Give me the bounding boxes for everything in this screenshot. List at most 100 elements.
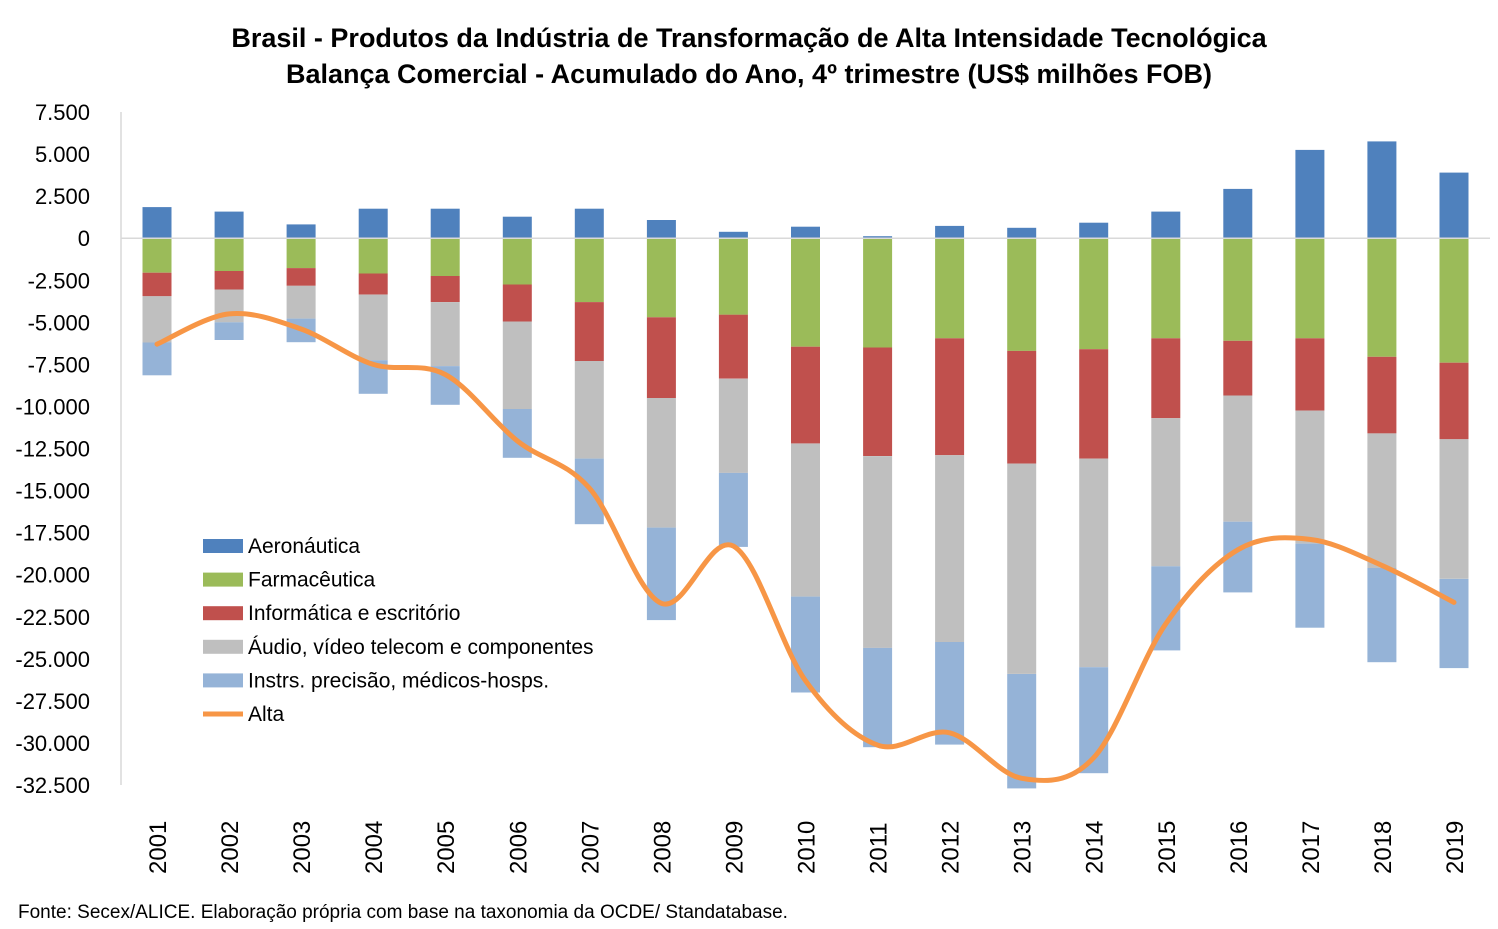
bar-farmac-utica-2005 bbox=[430, 238, 460, 277]
x-tick-label: 2008 bbox=[649, 821, 676, 874]
bar-aeron-utica-2017 bbox=[1295, 149, 1325, 239]
legend-swatch bbox=[203, 572, 243, 587]
bar-instrs-precis-o-m-dicos-hosps-2012 bbox=[935, 642, 965, 745]
bar-inform-tica-e-escrit-rio-2005 bbox=[430, 276, 460, 303]
x-tick-label: 2015 bbox=[1154, 821, 1181, 874]
bar--udio-v-deo-telecom-e-componentes-2005 bbox=[430, 302, 460, 366]
bar-aeron-utica-2014 bbox=[1079, 222, 1109, 239]
bar-farmac-utica-2015 bbox=[1151, 238, 1181, 339]
bar-instrs-precis-o-m-dicos-hosps-2008 bbox=[646, 527, 676, 621]
bar-inform-tica-e-escrit-rio-2001 bbox=[142, 272, 172, 297]
bar-farmac-utica-2007 bbox=[574, 238, 604, 303]
y-tick-label: 5.000 bbox=[35, 142, 90, 167]
bar-farmac-utica-2018 bbox=[1367, 238, 1397, 357]
bar-aeron-utica-2009 bbox=[718, 231, 748, 239]
x-tick-label: 2002 bbox=[217, 821, 244, 874]
bar--udio-v-deo-telecom-e-componentes-2009 bbox=[718, 378, 748, 473]
x-tick-label: 2005 bbox=[433, 821, 460, 874]
y-tick-label: -22.500 bbox=[15, 605, 90, 630]
bar-inform-tica-e-escrit-rio-2010 bbox=[791, 346, 820, 444]
bar-aeron-utica-2007 bbox=[574, 208, 604, 239]
bar--udio-v-deo-telecom-e-componentes-2004 bbox=[358, 294, 388, 361]
x-tick-label: 2014 bbox=[1082, 821, 1109, 874]
bar-aeron-utica-2004 bbox=[358, 208, 388, 239]
y-tick-label: 0 bbox=[78, 226, 90, 251]
x-tick-label: 2011 bbox=[866, 822, 893, 874]
bar--udio-v-deo-telecom-e-componentes-2015 bbox=[1151, 418, 1181, 567]
y-tick-label: -25.000 bbox=[15, 647, 90, 672]
y-tick-label: -15.000 bbox=[15, 479, 90, 504]
chart-title-block: Brasil - Produtos da Indústria de Transf… bbox=[0, 20, 1498, 92]
bar-instrs-precis-o-m-dicos-hosps-2002 bbox=[214, 322, 244, 340]
y-tick-label: 2.500 bbox=[35, 184, 90, 209]
bar--udio-v-deo-telecom-e-componentes-2010 bbox=[791, 443, 820, 597]
bar--udio-v-deo-telecom-e-componentes-2016 bbox=[1223, 395, 1253, 522]
legend-label: Instrs. precisão, médicos-hosps. bbox=[248, 669, 549, 692]
y-tick-label: -32.500 bbox=[15, 773, 90, 798]
bar-farmac-utica-2014 bbox=[1079, 238, 1109, 350]
bar--udio-v-deo-telecom-e-componentes-2014 bbox=[1079, 458, 1109, 668]
legend-label: Alta bbox=[248, 703, 285, 726]
y-tick-label: -10.000 bbox=[15, 394, 90, 419]
bar-inform-tica-e-escrit-rio-2014 bbox=[1079, 349, 1109, 459]
bar-inform-tica-e-escrit-rio-2003 bbox=[286, 268, 316, 286]
bar-instrs-precis-o-m-dicos-hosps-2011 bbox=[863, 647, 893, 748]
bar-aeron-utica-2013 bbox=[1007, 227, 1037, 239]
bar-farmac-utica-2016 bbox=[1223, 238, 1253, 341]
legend-label: Aeronáutica bbox=[248, 535, 360, 558]
bar-aeron-utica-2005 bbox=[430, 208, 460, 239]
bar-inform-tica-e-escrit-rio-2019 bbox=[1439, 362, 1469, 440]
bar-farmac-utica-2011 bbox=[863, 238, 893, 348]
legend: Aeronáutica Farmacêutica Informática e esc… bbox=[203, 535, 594, 726]
y-tick-label: -7.500 bbox=[28, 352, 90, 377]
legend-label: Farmacêutica bbox=[248, 569, 376, 592]
bar-aeron-utica-2006 bbox=[502, 216, 532, 239]
legend-swatch bbox=[203, 673, 243, 688]
axes-layer: 7.500 5.000 2.500 0 -2.500 -5.000 -7.500 -10.00… bbox=[15, 100, 1490, 874]
bar-inform-tica-e-escrit-rio-2007 bbox=[574, 302, 604, 361]
bar-aeron-utica-2010 bbox=[791, 226, 820, 239]
bar--udio-v-deo-telecom-e-componentes-2007 bbox=[574, 361, 604, 459]
x-tick-label: 2012 bbox=[938, 821, 965, 874]
y-tick-label: -17.500 bbox=[15, 521, 90, 546]
x-tick-label: 2010 bbox=[794, 821, 821, 874]
bar--udio-v-deo-telecom-e-componentes-2018 bbox=[1367, 433, 1397, 568]
y-tick-label: -27.500 bbox=[15, 689, 90, 714]
x-tick-label: 2016 bbox=[1226, 821, 1253, 874]
bar-aeron-utica-2011 bbox=[863, 236, 893, 239]
line-series-alta bbox=[154, 310, 1457, 784]
bar-instrs-precis-o-m-dicos-hosps-2019 bbox=[1439, 578, 1469, 669]
bar-instrs-precis-o-m-dicos-hosps-2017 bbox=[1295, 543, 1325, 628]
bar--udio-v-deo-telecom-e-componentes-2012 bbox=[935, 455, 965, 642]
x-tick-label: 2001 bbox=[145, 821, 172, 874]
bar-aeron-utica-2002 bbox=[214, 211, 244, 239]
chart-title: Brasil - Produtos da Indústria de Transf… bbox=[231, 23, 1267, 53]
y-tick-label: -2.500 bbox=[28, 268, 90, 293]
bar--udio-v-deo-telecom-e-componentes-2013 bbox=[1007, 463, 1037, 674]
bar--udio-v-deo-telecom-e-componentes-2001 bbox=[142, 296, 172, 343]
bar--udio-v-deo-telecom-e-componentes-2008 bbox=[646, 398, 676, 528]
bar-inform-tica-e-escrit-rio-2017 bbox=[1295, 338, 1325, 411]
y-tick-label: -5.000 bbox=[28, 310, 90, 335]
bar-inform-tica-e-escrit-rio-2011 bbox=[863, 347, 893, 456]
legend-label: Informática e escritório bbox=[248, 602, 460, 625]
bar-aeron-utica-2012 bbox=[935, 225, 965, 239]
bar-inform-tica-e-escrit-rio-2004 bbox=[358, 273, 388, 295]
x-tick-label: 2017 bbox=[1298, 821, 1325, 874]
bar-farmac-utica-2019 bbox=[1439, 238, 1469, 363]
bar--udio-v-deo-telecom-e-componentes-2003 bbox=[286, 285, 316, 319]
bar-instrs-precis-o-m-dicos-hosps-2018 bbox=[1367, 568, 1397, 663]
legend-swatch bbox=[203, 639, 243, 654]
bar-instrs-precis-o-m-dicos-hosps-2001 bbox=[142, 342, 172, 376]
bar-inform-tica-e-escrit-rio-2016 bbox=[1223, 340, 1253, 396]
legend-swatch bbox=[203, 606, 243, 621]
x-tick-label: 2009 bbox=[721, 821, 748, 874]
bar-aeron-utica-2019 bbox=[1439, 172, 1469, 239]
x-tick-label: 2018 bbox=[1370, 821, 1397, 874]
bar-farmac-utica-2006 bbox=[502, 238, 532, 285]
bar-farmac-utica-2013 bbox=[1007, 238, 1037, 351]
x-tick-label: 2003 bbox=[289, 821, 316, 874]
bar-inform-tica-e-escrit-rio-2018 bbox=[1367, 356, 1397, 434]
bar-instrs-precis-o-m-dicos-hosps-2009 bbox=[718, 472, 748, 547]
